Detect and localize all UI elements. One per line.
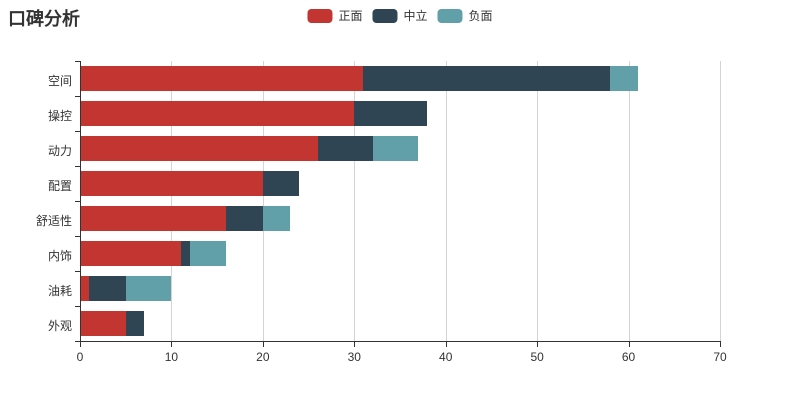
bar-segment-中立-配置[interactable] (262, 171, 300, 196)
bar-segment-负面-动力[interactable] (372, 136, 419, 161)
bar-segment-正面-配置[interactable] (80, 171, 263, 196)
y-axis-tick-4 (75, 201, 80, 202)
x-axis-tick-30 (354, 342, 356, 347)
bar-segment-中立-操控[interactable] (354, 101, 428, 126)
x-axis-tick-label-20: 20 (256, 350, 270, 364)
legend-swatch-icon (372, 8, 398, 23)
bar-segment-正面-舒适性[interactable] (80, 206, 227, 231)
y-axis-category-label-0: 空间 (47, 73, 72, 88)
bar-segment-负面-舒适性[interactable] (262, 206, 291, 231)
legend-item-series-0[interactable]: 正面 (307, 7, 362, 24)
y-axis-category-label-5: 内饰 (47, 248, 72, 263)
y-axis-tick-0 (75, 61, 80, 62)
gridline-x-50 (537, 61, 539, 341)
legend-label: 负面 (468, 9, 493, 23)
chart-title: 口碑分析 (8, 9, 80, 29)
y-axis-category-label-1: 操控 (47, 108, 72, 123)
legend-label: 正面 (338, 9, 363, 23)
y-axis-category-label-2: 动力 (47, 143, 72, 158)
x-axis-tick-40 (445, 342, 447, 347)
x-axis-tick-50 (537, 342, 539, 347)
y-axis-tick-5 (75, 236, 80, 237)
legend: 正面 中立 负面 (307, 7, 493, 24)
bar-segment-中立-舒适性[interactable] (226, 206, 263, 231)
x-axis-tick-10 (171, 342, 173, 347)
x-axis-tick-label-40: 40 (439, 350, 453, 364)
gridline-x-10 (171, 61, 173, 341)
x-axis-tick-label-60: 60 (621, 350, 636, 364)
legend-swatch-icon (437, 8, 463, 23)
bar-segment-正面-内饰[interactable] (80, 241, 181, 266)
gridline-x-30 (354, 61, 356, 341)
gridline-x-20 (262, 61, 264, 341)
y-axis-tick-7 (75, 306, 80, 307)
bar-segment-负面-内饰[interactable] (189, 241, 227, 266)
gridline-x-40 (445, 61, 447, 341)
y-axis-category-label-6: 油耗 (47, 283, 72, 298)
x-axis-tick-label-30: 30 (347, 350, 361, 364)
bar-segment-中立-动力[interactable] (317, 136, 373, 161)
x-axis-tick-label-10: 10 (164, 350, 179, 364)
y-axis-category-label-4: 舒适性 (35, 213, 72, 228)
legend-item-series-1[interactable]: 中立 (372, 7, 428, 24)
x-axis-tick-0 (80, 342, 81, 347)
bar-segment-正面-油耗[interactable] (80, 276, 90, 301)
y-axis-tick-3 (75, 166, 80, 167)
y-axis-line (80, 61, 81, 342)
bar-segment-中立-内饰[interactable] (180, 241, 190, 266)
bar-segment-中立-空间[interactable] (363, 66, 611, 91)
bar-segment-正面-空间[interactable] (80, 66, 364, 91)
y-axis-tick-6 (75, 271, 80, 272)
bar-segment-正面-操控[interactable] (80, 101, 355, 126)
bar-segment-正面-外观[interactable] (80, 311, 126, 336)
bar-segment-负面-空间[interactable] (610, 66, 638, 91)
y-axis-tick-1 (75, 96, 80, 97)
x-axis-tick-label-0: 0 (76, 350, 84, 364)
x-axis-tick-70 (720, 342, 721, 347)
x-axis-tick-label-50: 50 (530, 350, 544, 364)
legend-item-series-2[interactable]: 负面 (437, 7, 493, 24)
y-axis-tick-8 (75, 341, 80, 342)
bar-segment-中立-外观[interactable] (125, 311, 144, 336)
y-axis-tick-2 (75, 131, 80, 132)
legend-swatch-icon (307, 8, 333, 23)
x-axis-tick-60 (628, 342, 630, 347)
y-axis-category-label-7: 外观 (47, 318, 72, 333)
gridline-x-60 (628, 61, 630, 341)
x-axis-tick-20 (262, 342, 264, 347)
x-axis-tick-label-70: 70 (713, 350, 727, 364)
x-axis-line (80, 341, 721, 342)
gridline-x-70 (720, 61, 721, 341)
bar-segment-负面-油耗[interactable] (125, 276, 172, 301)
legend-label: 中立 (403, 9, 428, 23)
bar-segment-中立-油耗[interactable] (89, 276, 126, 301)
y-axis-category-label-3: 配置 (47, 178, 72, 193)
bar-segment-正面-动力[interactable] (80, 136, 318, 161)
